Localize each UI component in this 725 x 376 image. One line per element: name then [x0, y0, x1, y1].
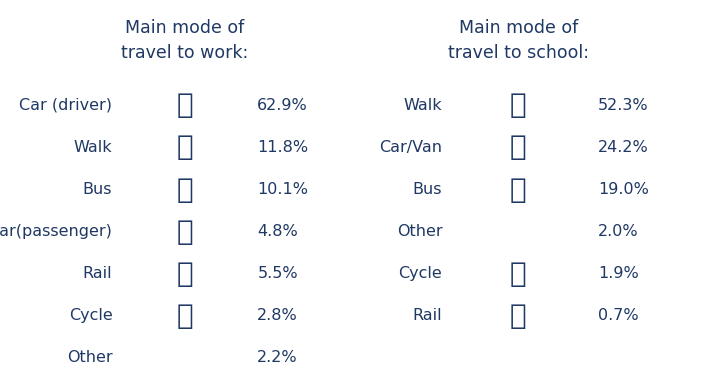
Text: 1.9%: 1.9%: [598, 266, 639, 281]
Text: Other: Other: [67, 350, 112, 365]
Text: Bus: Bus: [83, 182, 112, 197]
Text: 0.7%: 0.7%: [598, 308, 639, 323]
Text: Bus: Bus: [413, 182, 442, 197]
Text: Car/Van: Car/Van: [379, 140, 442, 155]
Text: 🚗: 🚗: [510, 133, 526, 161]
Text: 2.0%: 2.0%: [598, 224, 639, 239]
Text: Main mode of
travel to work:: Main mode of travel to work:: [121, 19, 249, 62]
Text: 🚌: 🚌: [510, 176, 526, 203]
Text: Main mode of
travel to school:: Main mode of travel to school:: [448, 19, 589, 62]
Text: Car(passenger): Car(passenger): [0, 224, 112, 239]
Text: Other: Other: [397, 224, 442, 239]
Text: 🚆: 🚆: [510, 302, 526, 330]
Text: 🚌: 🚌: [177, 176, 193, 203]
Text: 🚲: 🚲: [177, 302, 193, 330]
Text: 62.9%: 62.9%: [257, 98, 308, 113]
Text: Walk: Walk: [404, 98, 442, 113]
Text: Car (driver): Car (driver): [20, 98, 112, 113]
Text: 10.1%: 10.1%: [257, 182, 308, 197]
Text: 🚆: 🚆: [177, 260, 193, 288]
Text: 2.8%: 2.8%: [257, 308, 298, 323]
Text: Rail: Rail: [83, 266, 112, 281]
Text: 🚶: 🚶: [510, 91, 526, 119]
Text: Cycle: Cycle: [69, 308, 112, 323]
Text: 🚗: 🚗: [177, 91, 193, 119]
Text: 19.0%: 19.0%: [598, 182, 649, 197]
Text: Walk: Walk: [74, 140, 112, 155]
Text: 24.2%: 24.2%: [598, 140, 649, 155]
Text: Cycle: Cycle: [399, 266, 442, 281]
Text: 🚲: 🚲: [510, 260, 526, 288]
Text: 🚗: 🚗: [177, 218, 193, 246]
Text: 4.8%: 4.8%: [257, 224, 298, 239]
Text: 2.2%: 2.2%: [257, 350, 298, 365]
Text: 5.5%: 5.5%: [257, 266, 298, 281]
Text: Rail: Rail: [413, 308, 442, 323]
Text: 🚶: 🚶: [177, 133, 193, 161]
Text: 52.3%: 52.3%: [598, 98, 649, 113]
Text: 11.8%: 11.8%: [257, 140, 309, 155]
